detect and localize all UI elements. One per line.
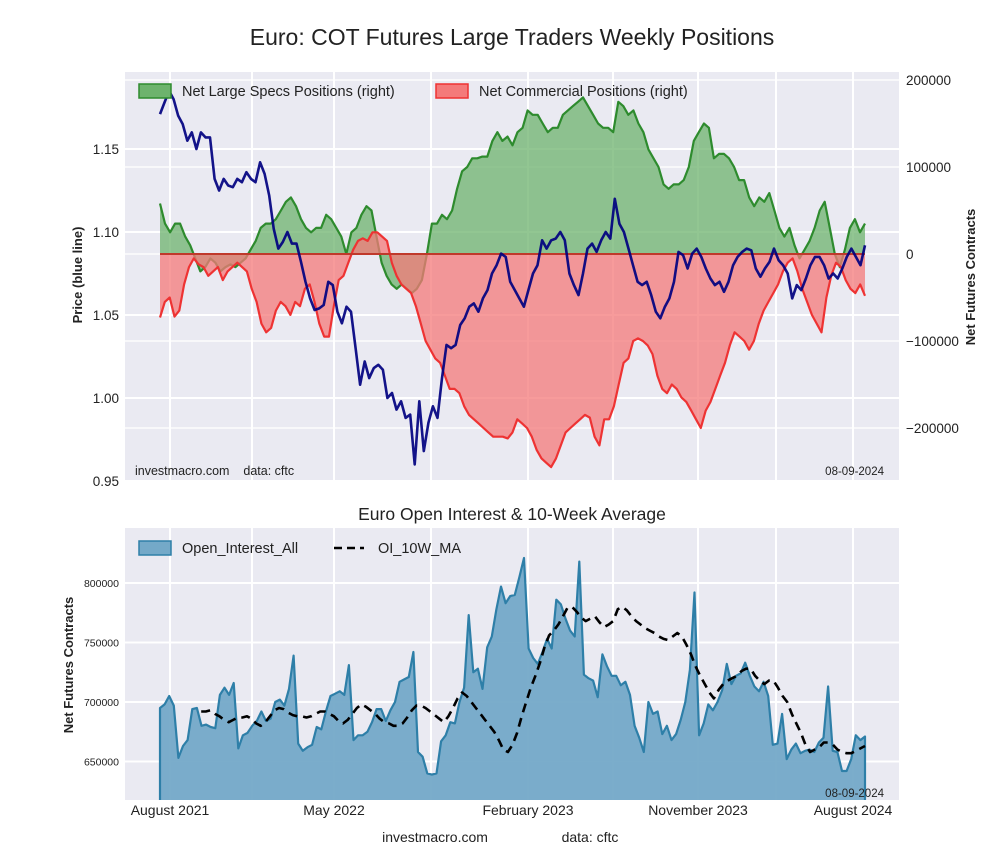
price-line bbox=[158, 89, 867, 466]
specs-area-fill bbox=[160, 97, 865, 294]
watermark-date-bottom: 08-09-2024 bbox=[825, 788, 884, 800]
positions-areas bbox=[158, 96, 867, 469]
left-tick-label: 1.05 bbox=[93, 308, 119, 323]
left-tick-label: 1.10 bbox=[93, 225, 119, 240]
legend-swatch-commercial bbox=[435, 83, 469, 99]
legend-label-specs: Net Large Specs Positions (right) bbox=[182, 84, 395, 100]
watermark-date-top: 08-09-2024 bbox=[825, 466, 884, 478]
price-line-group bbox=[158, 89, 867, 466]
right-tick-label: −200000 bbox=[906, 421, 959, 436]
right-axis-label: Net Futures Contracts bbox=[963, 209, 978, 346]
oi-axis-label: Net Futures Contracts bbox=[61, 597, 76, 734]
right-tick-label: 100000 bbox=[906, 160, 951, 175]
oi-y-tick-label: 700000 bbox=[84, 697, 119, 709]
oi-ma-path bbox=[201, 605, 866, 755]
left-tick-label: 1.15 bbox=[93, 142, 119, 157]
footer-site: investmacro.com bbox=[382, 829, 488, 845]
legend-label-oi: Open_Interest_All bbox=[182, 541, 298, 557]
commercial-area-line bbox=[158, 231, 867, 469]
x-tick-label: August 2021 bbox=[131, 802, 210, 818]
right-tick-label: 200000 bbox=[906, 73, 951, 88]
legend-swatch-oi bbox=[138, 540, 172, 556]
oi-ticks: 650000 700000 750000 800000 August 2021 May 2… bbox=[84, 578, 893, 818]
left-axis-label: Price (blue line) bbox=[70, 227, 85, 324]
open-interest-panel: 650000 700000 750000 800000 August 2021 May 2… bbox=[61, 528, 899, 818]
oi-y-tick-label: 750000 bbox=[84, 638, 119, 650]
left-tick-label: 1.00 bbox=[93, 391, 119, 406]
watermark-source-top: investmacro.com data: cftc bbox=[135, 464, 294, 478]
oi-legend: Open_Interest_All OI_10W_MA bbox=[138, 540, 461, 557]
positions-legend: Net Large Specs Positions (right) Net Co… bbox=[138, 83, 688, 100]
positions-panel: 0.95 1.00 1.05 1.10 1.15 200000 100000 0 −100000… bbox=[70, 72, 978, 489]
right-tick-label: 0 bbox=[906, 247, 914, 262]
oi-y-tick-label: 800000 bbox=[84, 578, 119, 590]
legend-label-ma: OI_10W_MA bbox=[378, 541, 461, 557]
specs-area-line bbox=[158, 96, 866, 295]
oi-line bbox=[158, 556, 867, 800]
x-tick-label: August 2024 bbox=[814, 802, 893, 818]
footer-source: data: cftc bbox=[562, 829, 619, 845]
x-tick-label: November 2023 bbox=[648, 802, 748, 818]
positions-ticks: 0.95 1.00 1.05 1.10 1.15 200000 100000 0 −100000… bbox=[93, 73, 959, 489]
x-tick-label: May 2022 bbox=[303, 802, 365, 818]
oi-ma-line bbox=[201, 605, 866, 755]
oi-title: Euro Open Interest & 10-Week Average bbox=[358, 504, 666, 524]
main-title: Euro: COT Futures Large Traders Weekly P… bbox=[250, 24, 775, 50]
oi-y-tick-label: 650000 bbox=[84, 757, 119, 769]
legend-swatch-specs bbox=[138, 83, 172, 99]
right-tick-label: −100000 bbox=[906, 334, 959, 349]
oi-area bbox=[158, 556, 867, 800]
x-tick-label: February 2023 bbox=[482, 802, 573, 818]
oi-area-fill bbox=[160, 558, 865, 800]
left-tick-label: 0.95 bbox=[93, 474, 119, 489]
legend-label-commercial: Net Commercial Positions (right) bbox=[479, 84, 688, 100]
